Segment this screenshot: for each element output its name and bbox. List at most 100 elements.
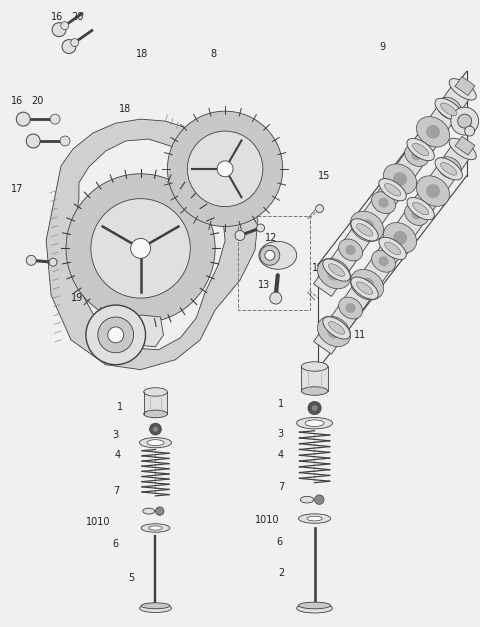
Circle shape [49, 258, 57, 266]
Polygon shape [317, 258, 351, 289]
Text: 7: 7 [278, 482, 284, 492]
Ellipse shape [301, 362, 328, 371]
Polygon shape [327, 325, 341, 339]
Text: 15: 15 [318, 171, 330, 181]
Circle shape [131, 238, 151, 258]
Text: 19: 19 [71, 293, 83, 303]
Text: 1: 1 [117, 403, 123, 413]
Circle shape [315, 204, 324, 213]
Text: 15: 15 [312, 263, 324, 273]
Polygon shape [438, 157, 461, 179]
Polygon shape [384, 164, 417, 194]
Polygon shape [426, 125, 440, 139]
Circle shape [314, 495, 324, 504]
Circle shape [217, 161, 233, 177]
Text: 6: 6 [277, 537, 283, 547]
Circle shape [26, 255, 36, 265]
Polygon shape [411, 150, 421, 161]
Polygon shape [317, 316, 351, 347]
Circle shape [66, 174, 215, 323]
Polygon shape [357, 282, 372, 295]
Circle shape [156, 507, 164, 515]
Polygon shape [455, 76, 475, 95]
Circle shape [257, 224, 264, 232]
Polygon shape [384, 242, 401, 255]
Text: 11: 11 [354, 330, 367, 340]
Circle shape [50, 114, 60, 124]
Polygon shape [393, 231, 407, 245]
Circle shape [153, 426, 158, 431]
Polygon shape [405, 204, 429, 226]
Circle shape [260, 245, 280, 265]
Polygon shape [350, 211, 384, 241]
Polygon shape [327, 266, 341, 281]
Circle shape [16, 112, 30, 126]
Ellipse shape [139, 604, 171, 613]
Circle shape [308, 401, 321, 414]
Polygon shape [372, 250, 396, 272]
Circle shape [270, 292, 282, 304]
Polygon shape [413, 144, 429, 156]
Text: 12: 12 [265, 233, 277, 243]
Ellipse shape [300, 497, 313, 503]
Polygon shape [407, 198, 434, 219]
Polygon shape [351, 219, 378, 241]
Ellipse shape [301, 387, 328, 395]
Polygon shape [384, 184, 401, 196]
Polygon shape [411, 209, 421, 219]
Polygon shape [338, 297, 362, 319]
Polygon shape [417, 176, 450, 206]
Text: 2: 2 [278, 569, 284, 579]
Polygon shape [444, 163, 455, 172]
Circle shape [60, 136, 70, 146]
Text: 9: 9 [379, 41, 385, 51]
Polygon shape [444, 103, 455, 113]
Text: 17: 17 [232, 216, 244, 226]
Polygon shape [378, 256, 389, 266]
Ellipse shape [144, 387, 168, 396]
Circle shape [91, 199, 190, 298]
Ellipse shape [147, 440, 164, 446]
Circle shape [108, 327, 124, 343]
Polygon shape [378, 198, 389, 208]
Polygon shape [441, 162, 457, 175]
Circle shape [187, 131, 263, 207]
Text: 1010: 1010 [255, 515, 279, 525]
Circle shape [52, 23, 66, 36]
Polygon shape [360, 219, 374, 233]
Circle shape [265, 250, 275, 260]
Polygon shape [405, 144, 429, 166]
Text: 7: 7 [113, 486, 119, 496]
Text: 10: 10 [447, 96, 459, 106]
Text: 4: 4 [115, 450, 121, 460]
Ellipse shape [149, 526, 162, 530]
Polygon shape [323, 259, 350, 281]
Polygon shape [357, 224, 373, 236]
Text: 6: 6 [113, 539, 119, 549]
Polygon shape [384, 223, 417, 253]
Polygon shape [441, 103, 457, 116]
Polygon shape [416, 117, 450, 147]
Polygon shape [372, 192, 396, 214]
Polygon shape [435, 157, 462, 180]
Ellipse shape [297, 418, 333, 429]
Polygon shape [328, 322, 345, 334]
Text: 5: 5 [129, 574, 135, 584]
Circle shape [451, 107, 479, 135]
Circle shape [71, 39, 79, 46]
Bar [301, 367, 328, 391]
Circle shape [465, 126, 475, 136]
Polygon shape [313, 83, 472, 297]
Ellipse shape [299, 514, 331, 524]
Text: 17: 17 [12, 184, 24, 194]
Polygon shape [346, 245, 356, 255]
Circle shape [98, 317, 133, 353]
Polygon shape [426, 184, 440, 198]
Ellipse shape [144, 410, 168, 418]
Circle shape [235, 231, 245, 240]
Ellipse shape [143, 508, 155, 514]
Polygon shape [407, 139, 434, 161]
Circle shape [61, 22, 69, 29]
Polygon shape [449, 138, 476, 160]
Text: 3: 3 [113, 430, 119, 440]
